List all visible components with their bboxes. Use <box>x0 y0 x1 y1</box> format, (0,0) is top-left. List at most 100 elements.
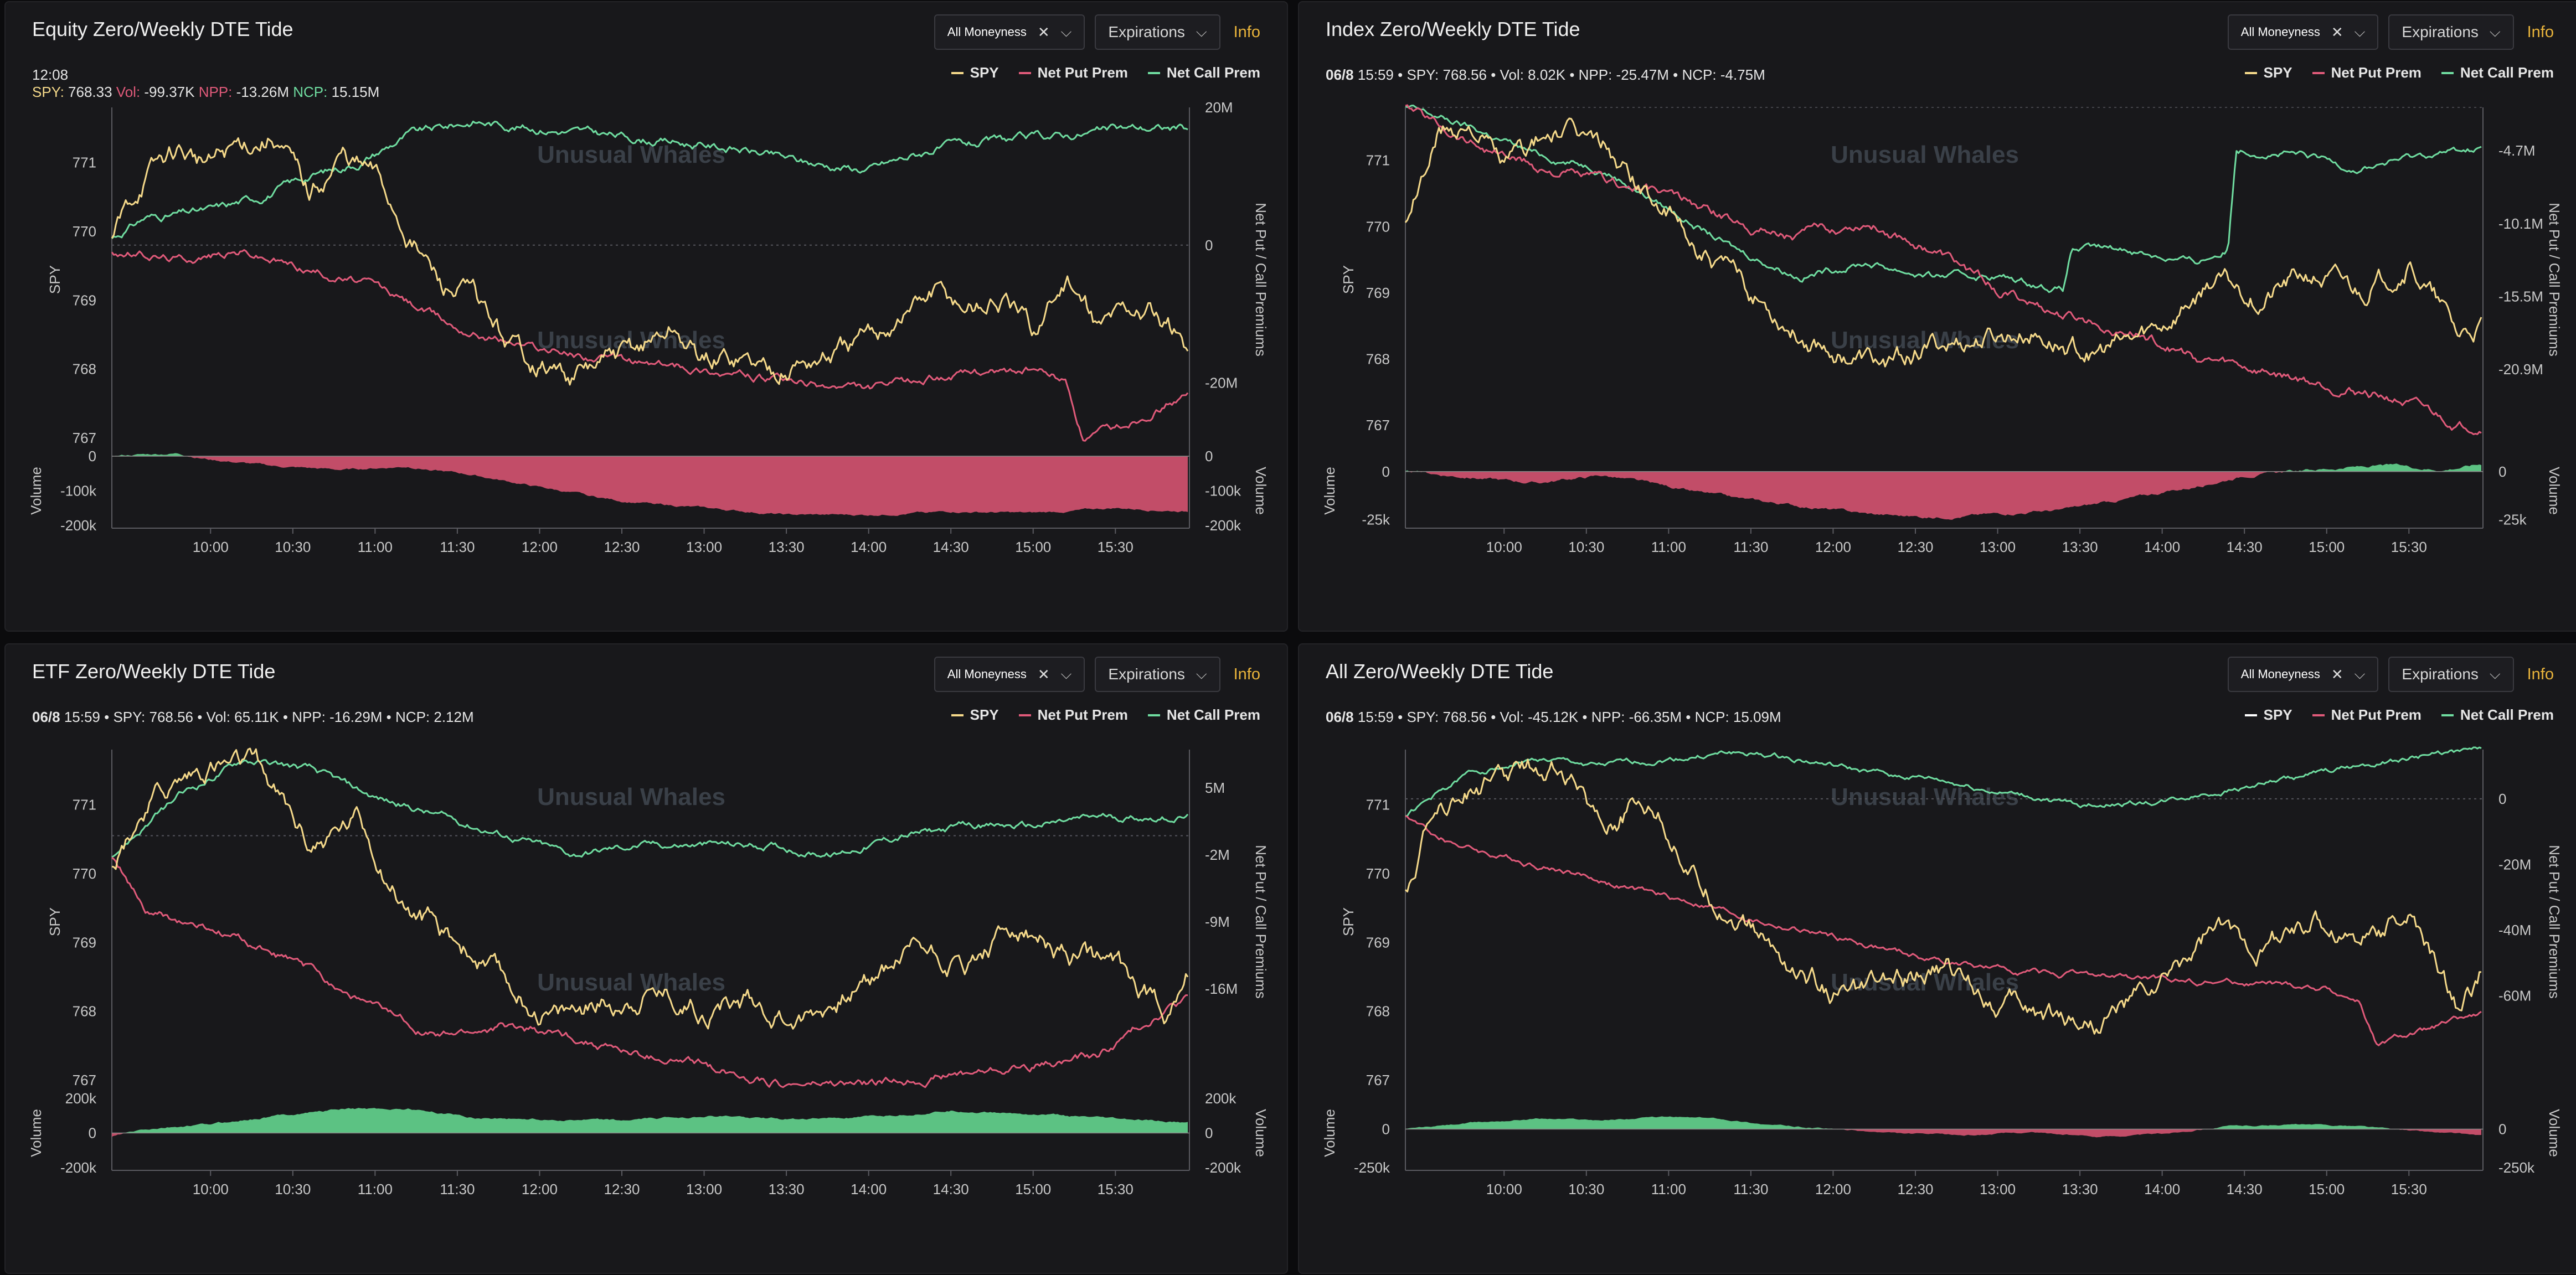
x-tick-label: 13:00 <box>686 539 722 555</box>
watermark: Unusual Whales <box>1831 783 2019 811</box>
chevron-down-icon: ⌵ <box>2489 665 2501 682</box>
readout-time: 12:08 <box>32 66 69 83</box>
x-tick-label: 10:30 <box>275 1181 311 1197</box>
info-link[interactable]: Info <box>1233 665 1260 683</box>
x-tick-label: 15:30 <box>2391 1181 2427 1197</box>
premium-axis-label: Net Put / Call Premiums <box>2546 845 2563 998</box>
readout-time: 15:59 • SPY: 768.56 • Vol: -45.12K • NPP… <box>1353 709 1781 725</box>
volume-tick-label: 0 <box>89 1125 96 1142</box>
chevron-down-icon: ⌵ <box>1060 665 1072 682</box>
expirations-select[interactable]: Expirations ⌵ <box>1095 14 1220 50</box>
x-tick-label: 10:30 <box>275 539 311 555</box>
spy-tick-label: 770 <box>73 865 96 882</box>
spy-tick-label: 767 <box>1366 1072 1390 1088</box>
readout-label: NCP: <box>293 84 332 100</box>
legend-item-call[interactable]: Net Call Prem <box>2441 64 2554 81</box>
info-link[interactable]: Info <box>2527 23 2554 41</box>
premium-tick-label: -20M <box>2498 856 2531 873</box>
net-call-prem-line <box>1405 105 2482 293</box>
volume-right-tick-label: -100k <box>1205 483 1241 499</box>
legend-item-spy[interactable]: SPY <box>951 706 999 724</box>
expirations-select[interactable]: Expirations ⌵ <box>2388 657 2514 692</box>
info-link[interactable]: Info <box>1233 23 1260 41</box>
x-tick-label: 14:00 <box>2144 539 2180 555</box>
readout-values: SPY: 768.33 Vol: -99.37K NPP: -13.26M NC… <box>32 84 379 101</box>
net-call-prem-line <box>111 759 1189 858</box>
spy-tick-label: 767 <box>1366 417 1390 433</box>
clear-icon[interactable]: ✕ <box>2331 665 2343 683</box>
chevron-down-icon: ⌵ <box>2489 23 2501 40</box>
volume-axis-label: Volume <box>1321 1109 1338 1157</box>
premium-tick-label: -9M <box>1205 913 1230 930</box>
expirations-select[interactable]: Expirations ⌵ <box>1095 657 1220 692</box>
premium-tick-label: -16M <box>1205 980 1238 997</box>
expirations-label: Expirations <box>2402 665 2479 683</box>
spy-price-line <box>1404 117 2482 368</box>
readout-value: 768.33 <box>68 84 116 100</box>
spy-tick-label: 768 <box>73 1003 96 1020</box>
legend-label: SPY <box>2263 706 2292 723</box>
volume-right-tick-label: 0 <box>1205 448 1213 464</box>
premium-tick-label: -20M <box>1205 375 1238 391</box>
volume-right-tick-label: -200k <box>1205 517 1241 534</box>
legend-item-call[interactable]: Net Call Prem <box>1147 706 1260 724</box>
volume-tick-label: -200k <box>60 1159 97 1176</box>
moneyness-select[interactable]: All Moneyness ✕ ⌵ <box>2227 14 2379 50</box>
x-tick-label: 11:00 <box>358 539 393 555</box>
x-tick-label: 14:30 <box>2227 1181 2263 1197</box>
spy-price-line <box>111 747 1189 1030</box>
legend-label: SPY <box>2263 64 2292 81</box>
x-tick-label: 13:00 <box>1980 1181 2016 1197</box>
x-tick-label: 14:30 <box>933 1181 969 1197</box>
clear-icon[interactable]: ✕ <box>2331 23 2343 40</box>
all-tide-panel: All Zero/Weekly DTE Tide All Moneyness ✕ ⌵ E… <box>1298 643 2576 1274</box>
volume-right-tick-label: -250k <box>2498 1159 2535 1176</box>
moneyness-select[interactable]: All Moneyness ✕ ⌵ <box>934 14 1085 50</box>
volume-positive-area <box>112 453 1188 456</box>
watermark: Unusual Whales <box>537 327 725 354</box>
net-put-prem-line <box>1405 815 2482 1046</box>
volume-tick-label: -25k <box>1362 512 1390 528</box>
net-put-prem-line <box>111 249 1189 442</box>
clear-icon[interactable]: ✕ <box>1037 23 1050 40</box>
legend-item-spy[interactable]: SPY <box>2244 706 2292 724</box>
legend-item-put[interactable]: Net Put Prem <box>1018 706 1128 724</box>
spy-tick-label: 768 <box>1366 1003 1390 1020</box>
moneyness-select[interactable]: All Moneyness ✕ ⌵ <box>2227 657 2379 692</box>
legend-item-call[interactable]: Net Call Prem <box>1147 64 1260 81</box>
info-link[interactable]: Info <box>2527 665 2554 683</box>
legend-item-call[interactable]: Net Call Prem <box>2441 706 2554 724</box>
watermark: Unusual Whales <box>537 969 725 996</box>
spy-tick-label: 768 <box>1366 351 1390 368</box>
panel-controls: All Moneyness ✕ ⌵ Expirations ⌵ Info <box>2227 14 2554 50</box>
volume-tick-label: 0 <box>1382 1121 1390 1138</box>
chart-legend: SPY Net Put Prem Net Call Prem <box>2244 706 2554 724</box>
chevron-down-icon: ⌵ <box>2354 23 2366 40</box>
premium-axis-label: Net Put / Call Premiums <box>1253 203 1269 356</box>
moneyness-chip: All Moneyness <box>947 667 1027 681</box>
clear-icon[interactable]: ✕ <box>1037 665 1050 683</box>
x-tick-label: 13:30 <box>769 539 805 555</box>
expirations-label: Expirations <box>2402 23 2479 40</box>
readout-date: 06/8 <box>1326 709 1354 725</box>
premium-tick-label: 0 <box>2498 791 2506 807</box>
etf-tide-panel: ETF Zero/Weekly DTE Tide All Moneyness ✕ ⌵ E… <box>4 643 1288 1274</box>
volume-negative-area <box>112 1133 1188 1137</box>
legend-swatch <box>951 71 964 74</box>
moneyness-select[interactable]: All Moneyness ✕ ⌵ <box>934 657 1085 692</box>
chevron-down-icon: ⌵ <box>2354 665 2366 682</box>
legend-item-put[interactable]: Net Put Prem <box>1018 64 1128 81</box>
legend-label: Net Call Prem <box>1166 64 1260 81</box>
legend-item-spy[interactable]: SPY <box>951 64 999 81</box>
expirations-select[interactable]: Expirations ⌵ <box>2388 14 2514 50</box>
legend-item-put[interactable]: Net Put Prem <box>2312 64 2422 81</box>
premium-tick-label: 5M <box>1205 780 1225 796</box>
x-tick-label: 12:00 <box>522 539 558 555</box>
x-tick-label: 12:00 <box>522 1181 558 1197</box>
legend-item-put[interactable]: Net Put Prem <box>2312 706 2422 724</box>
panel-controls: All Moneyness ✕ ⌵ Expirations ⌵ Info <box>934 657 1260 692</box>
legend-item-spy[interactable]: SPY <box>2244 64 2292 81</box>
x-tick-label: 15:30 <box>1098 1181 1134 1197</box>
spy-tick-label: 767 <box>73 430 96 446</box>
volume-right-axis-label: Volume <box>1253 1109 1269 1157</box>
